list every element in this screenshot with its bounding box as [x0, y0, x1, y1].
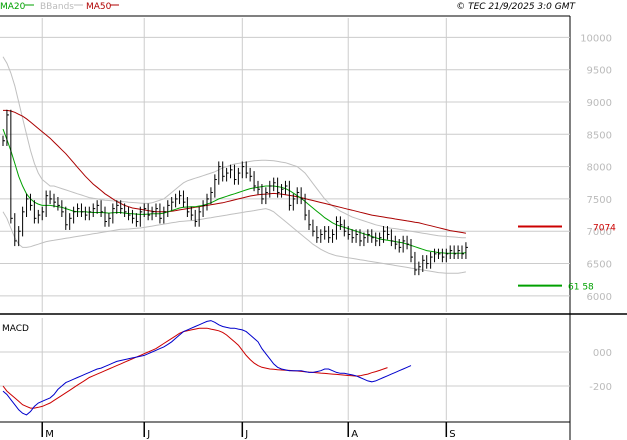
macd-lines [2, 320, 412, 416]
legend-ma20-label: MA20 [0, 2, 26, 12]
price-y-tick-label: 7500 [587, 195, 612, 206]
macd-y-axis: 000 -200 [589, 348, 612, 393]
support-resistance-levels: 7074 61 58 [518, 223, 616, 293]
x-axis-month-label: J [244, 429, 248, 440]
price-y-tick-label: 9500 [587, 66, 612, 77]
price-y-axis: 10000 9500 9000 8500 8000 7500 7000 6500 6000 [580, 33, 612, 302]
macd-y-tick-label: 000 [593, 348, 612, 359]
x-axis-month-label: S [449, 429, 455, 440]
x-axis-month-label: J [146, 429, 150, 440]
macd-line [2, 320, 412, 416]
macd-grid [0, 318, 570, 420]
support-label: 61 58 [568, 283, 594, 293]
ma50-line [3, 109, 466, 234]
ma20-series-line [2, 128, 466, 254]
ma50-series-line [3, 109, 466, 234]
ma20-line [2, 128, 466, 254]
price-y-tick-label: 9000 [587, 98, 612, 109]
x-axis-month-label: A [351, 429, 358, 440]
price-y-tick-label: 8000 [587, 163, 612, 174]
price-y-tick-label: 6500 [587, 260, 612, 271]
price-y-tick-label: 6000 [587, 292, 612, 303]
macd-title: MACD [2, 324, 29, 334]
bbands-upper-line [2, 56, 466, 239]
macd-signal-line [2, 327, 388, 409]
legend-bbands-label: BBands [40, 2, 74, 12]
price-grid [0, 18, 570, 312]
price-bars [2, 109, 468, 276]
panel-frame [0, 15, 627, 440]
bbands-lower-line [2, 208, 466, 274]
price-y-tick-label: 8500 [587, 130, 612, 141]
price-y-tick-label: 10000 [580, 33, 612, 44]
x-axis-month-label: M [45, 429, 54, 440]
macd-y-tick-label: -200 [589, 382, 612, 393]
resistance-label: 7074 [593, 223, 616, 233]
bollinger-bands [2, 56, 466, 274]
copyright-text: © TEC 21/9/2025 3:0 GMT [456, 2, 576, 12]
legend-ma50-label: MA50 [86, 2, 112, 12]
price-y-tick-label: 7000 [587, 227, 612, 238]
